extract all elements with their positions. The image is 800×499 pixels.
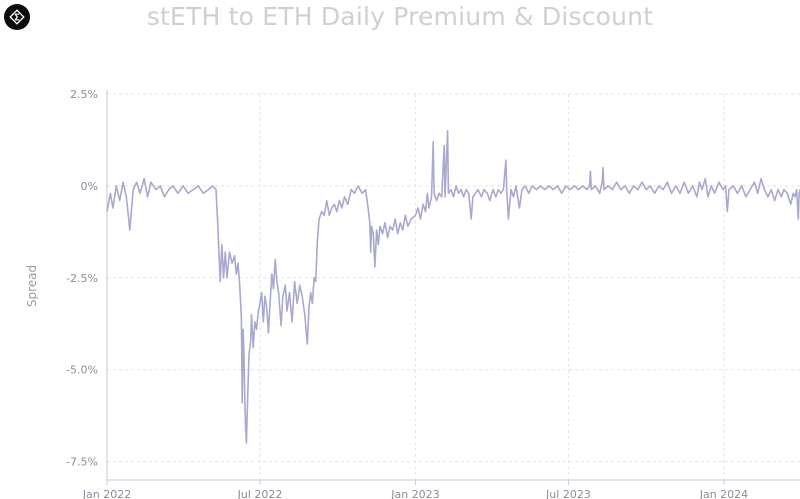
y-tick-label: -2.5% xyxy=(66,272,98,285)
sigma-logo-icon xyxy=(9,9,25,25)
x-tick-label: Jan 2023 xyxy=(390,488,439,499)
y-tick-label: 2.5% xyxy=(70,88,98,101)
y-axis-label: Spread xyxy=(25,265,39,307)
y-tick-label: -5.0% xyxy=(66,364,98,377)
x-tick-label: Jul 2023 xyxy=(545,488,591,499)
x-tick-label: Jan 2024 xyxy=(699,488,748,499)
x-tick-label: Jul 2022 xyxy=(237,488,283,499)
y-tick-label: 0% xyxy=(81,180,98,193)
series-line xyxy=(106,130,800,444)
chart-title: stETH to ETH Daily Premium & Discount xyxy=(146,2,654,31)
x-tick-label: Jan 2022 xyxy=(82,488,131,499)
chart-grid xyxy=(106,93,800,480)
chart-ticks: 2.5% 0% -2.5% -5.0% -7.5% Jan 2022 Jul 2022 Jan… xyxy=(66,88,748,499)
chart-axes xyxy=(106,90,800,485)
brand-logo-icon xyxy=(4,4,30,30)
y-tick-label: -7.5% xyxy=(66,456,98,469)
